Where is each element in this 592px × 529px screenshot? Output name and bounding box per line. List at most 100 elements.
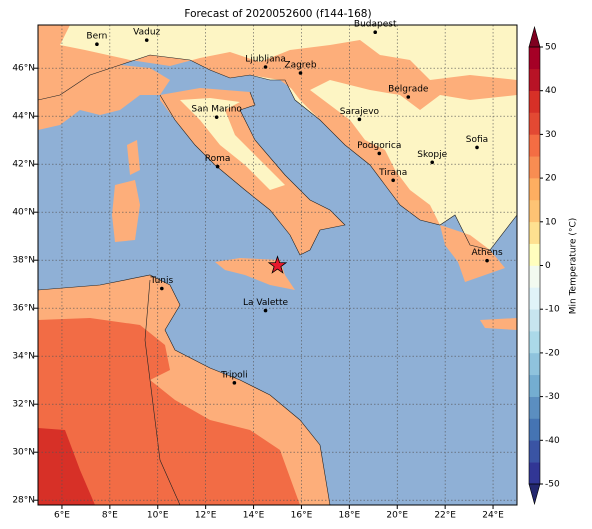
colorbar-bin xyxy=(529,90,540,113)
city-dot xyxy=(95,42,99,46)
land-hotter xyxy=(38,428,95,505)
y-tick-label: 36°N xyxy=(12,304,35,314)
city-label: Sofia xyxy=(466,135,488,145)
x-tick-label: 8°E xyxy=(102,511,118,521)
city-dot xyxy=(357,117,362,122)
city-label: La Valette xyxy=(243,298,288,308)
land-warm xyxy=(112,180,140,242)
land-warm xyxy=(440,225,505,282)
colorbar-bin xyxy=(529,331,540,354)
y-tick-label: 28°N xyxy=(12,496,35,506)
colorbar-under xyxy=(528,483,541,506)
colorbar-tick-label: 50 xyxy=(545,43,557,53)
city-label: Belgrade xyxy=(388,85,429,95)
colorbar-bin xyxy=(529,112,540,135)
map-title: Forecast of 2020052600 (f144-168) xyxy=(184,8,371,20)
colorbar-bin xyxy=(529,440,540,463)
y-tick-label: 40°N xyxy=(12,208,35,218)
city-label: Tunis xyxy=(149,276,173,286)
city-dot xyxy=(214,115,219,119)
city-label: Vaduz xyxy=(133,28,160,38)
x-tick-label: 16°E xyxy=(291,511,313,521)
colorbar-bin xyxy=(529,199,540,223)
colorbar-bin xyxy=(529,309,540,332)
land-hot xyxy=(38,318,300,505)
city-dot xyxy=(406,95,411,99)
colorbar-bin xyxy=(529,243,540,266)
y-tick-label: 32°N xyxy=(12,400,35,410)
colorbar-tick-label: 0 xyxy=(545,261,551,271)
colorbar-label: Min Temperature (°C) xyxy=(569,218,579,315)
city-label: Sarajevo xyxy=(340,107,380,117)
city-label: Podgorica xyxy=(357,141,401,151)
colorbar: -50 -40 -30 -20 -10 0 10 20 30 40 50 xyxy=(528,25,560,506)
x-tick-label: 20°E xyxy=(386,511,408,521)
y-tick-label: 38°N xyxy=(12,256,35,266)
x-tick-label: 6°E xyxy=(54,511,70,521)
city-dot xyxy=(377,151,382,156)
city-dot xyxy=(373,30,378,34)
colorbar-tick-label: 30 xyxy=(545,130,557,140)
land-warm xyxy=(480,318,517,330)
colorbar-bin xyxy=(529,374,540,397)
city-dot xyxy=(298,71,303,75)
city-dot xyxy=(475,145,479,150)
colorbar-tick-label: -40 xyxy=(545,436,560,446)
colorbar-bin xyxy=(529,462,540,485)
city-dot xyxy=(232,381,237,385)
colorbar-bin xyxy=(529,47,540,70)
colorbar-bin xyxy=(529,287,540,310)
colorbar-tick-label: -20 xyxy=(545,348,560,358)
y-tick-label: 42°N xyxy=(12,160,35,170)
city-label: Athens xyxy=(471,248,502,258)
x-tick-label: 24°E xyxy=(482,511,504,521)
colorbar-tick-label: 40 xyxy=(545,86,557,96)
map-frame xyxy=(37,24,518,506)
event-marker xyxy=(267,255,288,274)
city-label: Roma xyxy=(205,154,231,164)
colorbar-bin xyxy=(529,178,540,201)
land-warm xyxy=(285,80,440,225)
colorbar-bin xyxy=(529,134,540,157)
colorbar-bin xyxy=(529,156,540,179)
colorbar-bin xyxy=(529,418,540,441)
x-tick-label: 12°E xyxy=(195,511,217,521)
city-label: Tripoli xyxy=(220,370,248,380)
city-dot xyxy=(160,286,164,291)
colorbar-bin xyxy=(529,68,540,91)
city-dot xyxy=(263,308,268,313)
city-label: Tirana xyxy=(378,168,407,178)
city-label: San Marino xyxy=(191,105,242,115)
city-dot xyxy=(485,258,489,263)
city-dot xyxy=(391,178,395,183)
y-tick-label: 46°N xyxy=(12,64,35,74)
city-label: Skopje xyxy=(417,150,447,160)
colorbar-tick-label: -10 xyxy=(545,305,560,315)
city-dot xyxy=(430,160,435,165)
city-label: Zagreb xyxy=(284,61,316,71)
colorbar-over xyxy=(528,25,541,48)
y-tick-label: 30°N xyxy=(12,448,35,458)
city-label: Bern xyxy=(86,32,107,42)
city-label: Ljubljana xyxy=(245,55,286,65)
land-warm xyxy=(127,140,140,175)
x-tick-label: 14°E xyxy=(243,511,265,521)
city-dot xyxy=(215,164,220,169)
city-dot xyxy=(263,65,268,69)
x-tick-label: 10°E xyxy=(147,511,169,521)
colorbar-tick-label: 10 xyxy=(545,217,557,227)
colorbar-tick-label: -50 xyxy=(545,480,560,490)
city-dot xyxy=(144,38,149,42)
colorbar-tick-label: 20 xyxy=(545,174,557,184)
x-tick-label: 18°E xyxy=(339,511,361,521)
y-tick-label: 44°N xyxy=(12,112,35,122)
colorbar-tick-label: -30 xyxy=(545,392,560,402)
colorbar-bin xyxy=(529,221,540,244)
colorbar-bin xyxy=(529,352,540,376)
colorbar-bin xyxy=(529,265,540,288)
x-tick-label: 22°E xyxy=(434,511,456,521)
land-warm xyxy=(38,65,170,130)
colorbar-bin xyxy=(529,396,540,419)
land xyxy=(180,98,285,190)
